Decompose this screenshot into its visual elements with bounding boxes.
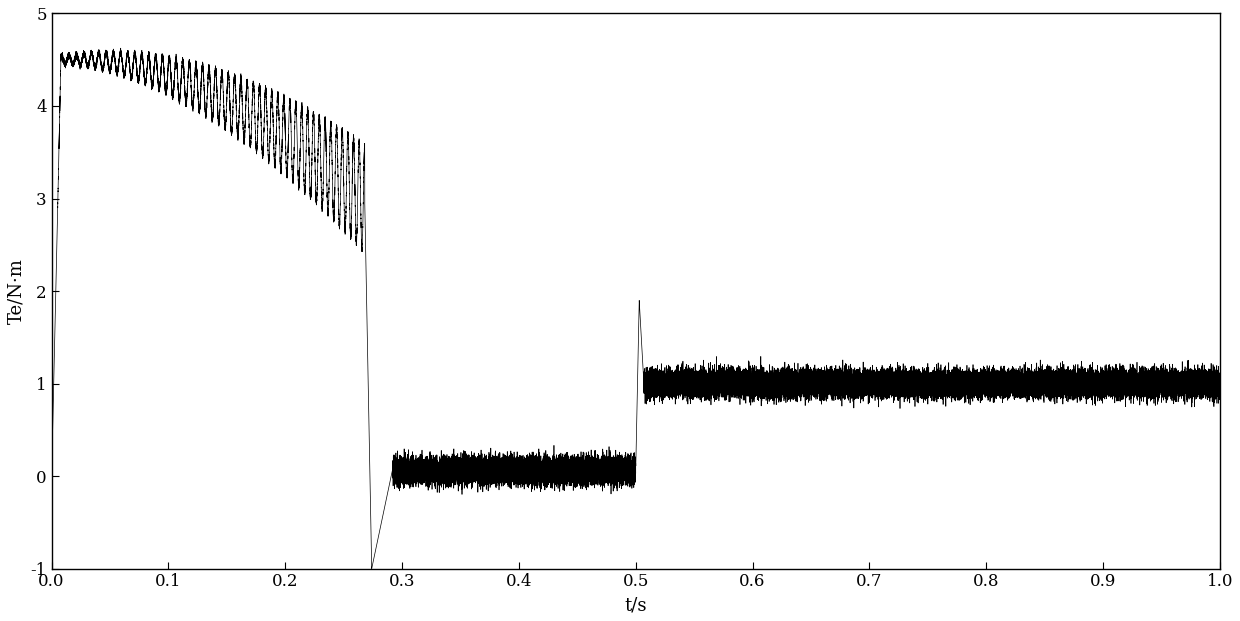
X-axis label: t/s: t/s xyxy=(625,596,647,614)
Y-axis label: Te/N·m: Te/N·m xyxy=(7,258,25,324)
